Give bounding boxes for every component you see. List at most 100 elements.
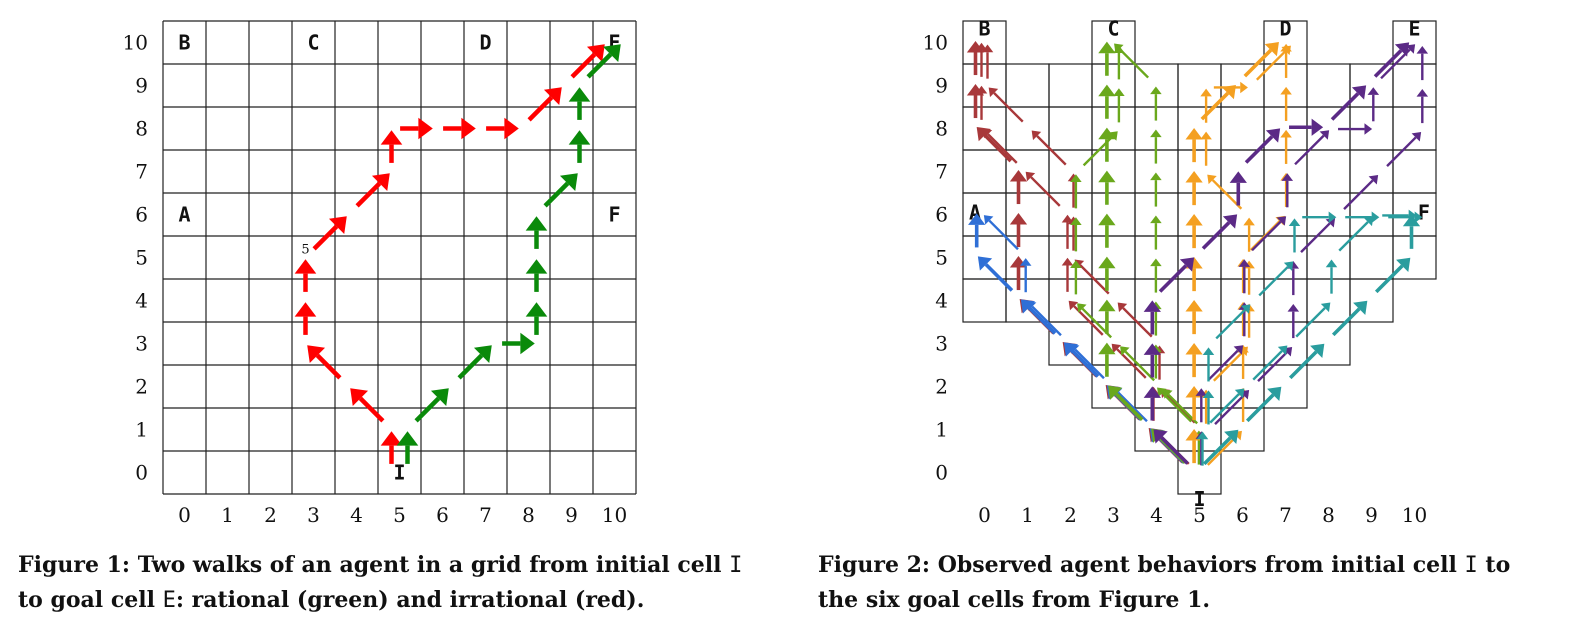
rational-walk-arrow bbox=[414, 388, 449, 423]
grid-cell bbox=[1220, 106, 1265, 151]
rational-walk-arrow bbox=[586, 44, 621, 79]
grid-cell bbox=[962, 63, 1007, 108]
cell-label-I: I bbox=[1193, 487, 1205, 511]
behavior-arrow-C bbox=[1157, 387, 1193, 423]
behavior-arrow-F bbox=[1338, 216, 1374, 252]
grid-cell bbox=[1048, 149, 1093, 194]
irrational-walk-arrow bbox=[294, 259, 317, 292]
behavior-arrow-B bbox=[1068, 300, 1104, 336]
y-tick-label: 7 bbox=[935, 160, 948, 184]
x-tick-label: 10 bbox=[602, 503, 627, 527]
behavior-arrow-D bbox=[1185, 300, 1203, 335]
grid-cell bbox=[1005, 63, 1050, 108]
x-tick-label: 1 bbox=[1021, 503, 1034, 527]
figure2-caption: Figure 2: Observed agent behaviors from … bbox=[818, 552, 1511, 613]
y-tick-label: 10 bbox=[923, 31, 948, 55]
behavior-arrow-A bbox=[1026, 301, 1062, 337]
cell-label-D: D bbox=[1279, 17, 1291, 41]
behavior-arrow-E bbox=[1153, 429, 1189, 465]
behavior-arrow-D bbox=[1185, 343, 1203, 378]
grid-cell bbox=[1306, 321, 1351, 366]
grid-cell bbox=[1177, 106, 1222, 151]
x-tick-label: 3 bbox=[1107, 503, 1120, 527]
y-tick-label: 3 bbox=[135, 332, 148, 356]
behavior-arrow-E bbox=[1257, 347, 1293, 382]
behavior-arrow-C bbox=[1070, 217, 1082, 252]
behavior-arrow-E bbox=[1158, 257, 1195, 293]
grid-cell bbox=[1220, 149, 1265, 194]
behavior-arrow-B bbox=[1111, 343, 1147, 379]
behavior-arrow-D bbox=[1213, 81, 1248, 94]
behavior-arrow-A bbox=[1020, 299, 1057, 335]
behavior-arrow-C bbox=[1150, 215, 1162, 250]
cell-label-A: A bbox=[178, 203, 190, 227]
grid-cell bbox=[1349, 63, 1394, 108]
cell-label-F: F bbox=[1418, 200, 1430, 224]
grid-cell bbox=[1091, 149, 1136, 194]
rational-walk-arrow bbox=[543, 173, 578, 208]
behavior-arrow-F bbox=[1374, 257, 1411, 294]
behavior-arrow-E bbox=[1281, 173, 1294, 208]
x-tick-label: 5 bbox=[1193, 503, 1206, 527]
behavior-arrow-E bbox=[1251, 216, 1287, 252]
x-tick-label: 0 bbox=[178, 503, 191, 527]
behavior-arrow-C bbox=[1098, 170, 1116, 205]
behavior-arrow-B bbox=[982, 128, 1018, 164]
behavior-arrow-F bbox=[1345, 211, 1380, 223]
grid-cell bbox=[1091, 63, 1136, 108]
behavior-arrow-E bbox=[1201, 214, 1238, 250]
y-tick-label: 6 bbox=[135, 203, 148, 227]
behavior-arrow-C bbox=[1150, 86, 1162, 121]
behavior-arrow-F bbox=[1215, 304, 1251, 340]
behavior-arrow-B bbox=[1061, 214, 1074, 249]
behavior-arrow-E bbox=[1416, 89, 1429, 124]
y-tick-label: 10 bbox=[123, 31, 148, 55]
figure1-caption: Figure 1: Two walks of an agent in a gri… bbox=[18, 552, 743, 613]
behavior-arrow-C bbox=[1108, 385, 1144, 422]
grid-cell bbox=[1306, 235, 1351, 280]
grid-cell bbox=[1091, 106, 1136, 151]
behavior-arrow-E bbox=[1143, 343, 1161, 378]
behavior-arrow-A bbox=[983, 215, 1019, 251]
irrational-walk-arrow bbox=[294, 302, 317, 335]
y-tick-label: 4 bbox=[935, 289, 948, 313]
y-tick-label: 5 bbox=[135, 246, 148, 270]
x-tick-label: 6 bbox=[1236, 503, 1249, 527]
irrational-walk-arrow bbox=[380, 431, 403, 464]
cell-label-I: I bbox=[393, 461, 405, 485]
behavior-arrow-E bbox=[1386, 132, 1422, 167]
behavior-arrow-D bbox=[1200, 131, 1212, 166]
grid-cell bbox=[962, 149, 1007, 194]
behavior-arrow-E bbox=[1380, 44, 1416, 80]
behavior-arrow-B bbox=[981, 44, 994, 79]
behavior-arrow-B bbox=[1025, 171, 1061, 207]
behavior-arrow-C bbox=[1098, 299, 1116, 334]
cell-label-C: C bbox=[1107, 17, 1119, 41]
behavior-arrow-D bbox=[1243, 217, 1255, 252]
y-tick-label: 1 bbox=[135, 418, 148, 442]
behavior-arrow-F bbox=[1388, 211, 1423, 223]
x-tick-label: 7 bbox=[1279, 503, 1292, 527]
grid-cell bbox=[1048, 235, 1093, 280]
grid-cell bbox=[1263, 364, 1308, 409]
y-tick-label: 2 bbox=[935, 375, 948, 399]
grid-cell bbox=[1005, 106, 1050, 151]
behavior-arrow-E bbox=[1294, 130, 1330, 166]
behavior-arrow-C bbox=[1098, 84, 1116, 119]
y-tick-label: 9 bbox=[135, 74, 148, 98]
behavior-arrow-D bbox=[1280, 129, 1292, 164]
behavior-arrow-C bbox=[1150, 258, 1162, 293]
y-tick-label: 5 bbox=[935, 246, 948, 270]
behavior-arrow-F bbox=[1209, 388, 1245, 424]
behavior-arrow-F bbox=[1202, 429, 1239, 466]
grid-cell bbox=[1349, 235, 1394, 280]
x-tick-label: 9 bbox=[565, 503, 578, 527]
behavior-arrow-F bbox=[1202, 347, 1215, 382]
grid-cell bbox=[1048, 63, 1093, 108]
grid-cell bbox=[1392, 63, 1437, 108]
grid-cell bbox=[1306, 192, 1351, 237]
grid-cell bbox=[1005, 149, 1050, 194]
grid-cell bbox=[962, 278, 1007, 323]
